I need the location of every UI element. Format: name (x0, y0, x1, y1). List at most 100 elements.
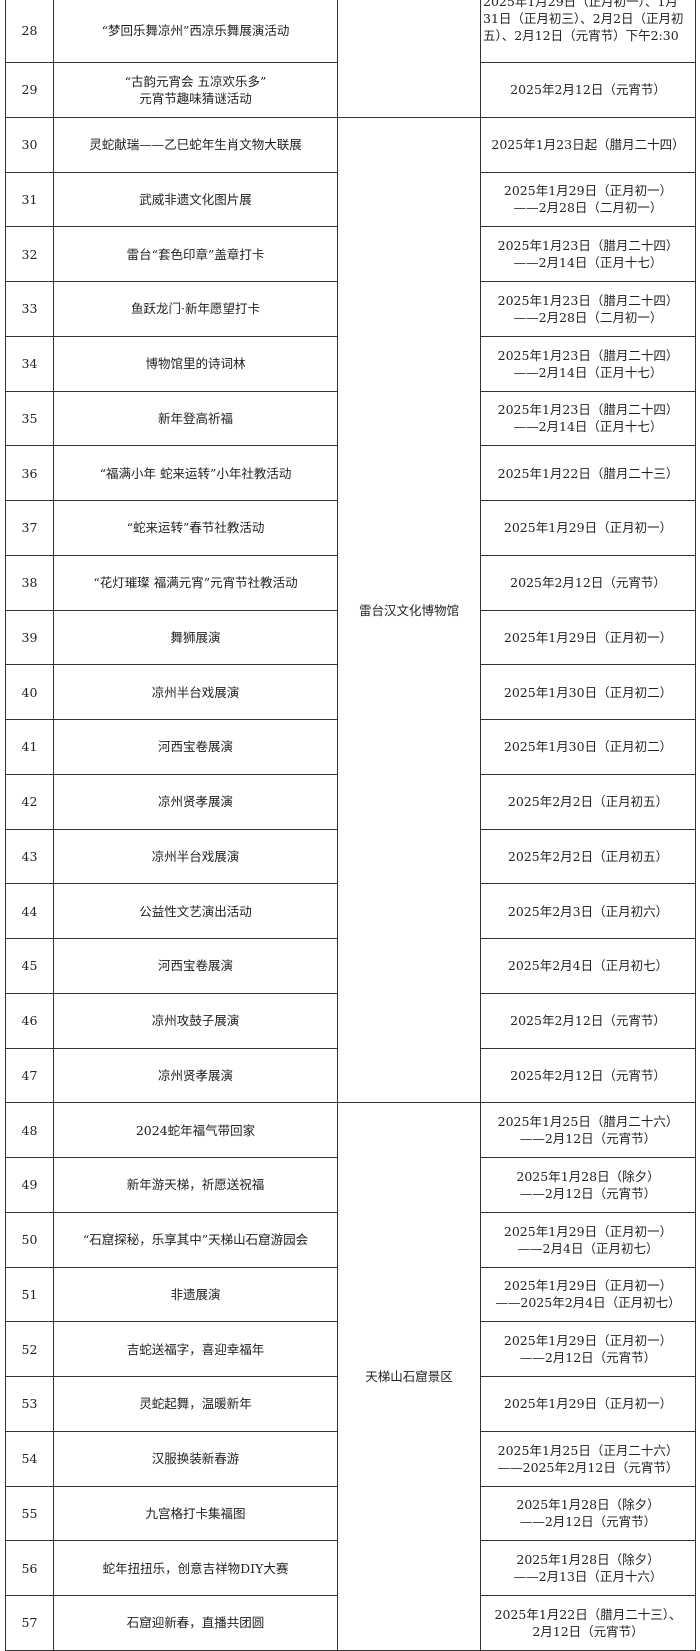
activity-date: 2025年1月30日（正月初二） (480, 664, 696, 720)
table-row: 33 鱼跃龙门·新年愿望打卡 2025年1月23日（腊月二十四） ——2月28日（二… (5, 281, 696, 337)
activity-date: 2025年1月28日（除夕） ——2月12日（元宵节） (480, 1157, 696, 1213)
table-row: 53 灵蛇起舞，温暖新年 2025年1月29日（正月初一） (5, 1376, 696, 1432)
table-row: 50 “石窟探秘，乐享其中”天梯山石窟游园会 2025年1月29日（正月初一） ——… (5, 1211, 696, 1268)
row-number: 45 (5, 938, 54, 994)
table-row: 43 凉州半台戏展演 2025年2月2日（正月初五） (5, 828, 696, 885)
activity-name: 河西宝卷展演 (53, 719, 338, 775)
activity-date: 2025年1月30日（正月初二） (480, 719, 696, 775)
table-row: 35 新年登高祈福 2025年1月23日（腊月二十四） ——2月14日（正月十七） (5, 390, 696, 447)
date-text: 2025年1月29日（正月初一）、1月31日（正月初三）、2月2日（正月初五）、… (483, 0, 684, 43)
activity-name: 凉州贤孝展演 (53, 1047, 338, 1104)
table-row: 56 蛇年扭扭乐，创意吉祥物DIY大赛 2025年1月28日（除夕） ——2月13日… (5, 1540, 696, 1596)
table-row: 41 河西宝卷展演 2025年1月30日（正月初二） (5, 719, 696, 775)
activity-date: 2025年1月25日（正月二十六） ——2025年2月12日（元宵节） (480, 1430, 696, 1487)
activity-name: 吉蛇送福字，喜迎幸福年 (53, 1321, 338, 1377)
table-row: 30 灵蛇献瑞——乙巳蛇年生肖文物大联展 雷台汉文化博物馆 2025年1月23日起（腊… (5, 116, 696, 1104)
row-number: 53 (5, 1376, 54, 1432)
activity-name: 博物馆里的诗词林 (53, 335, 338, 392)
activity-date: 2025年2月12日（元宵节） (480, 992, 696, 1049)
activity-name: 灵蛇献瑞——乙巳蛇年生肖文物大联展 (53, 116, 338, 173)
row-number: 38 (5, 554, 54, 611)
table-row: 37 “蛇来运转”春节社教活动 2025年1月29日（正月初一） (5, 500, 696, 556)
table-row: 55 九宫格打卡集福图 2025年1月28日（除夕） ——2月12日（元宵节） (5, 1485, 696, 1542)
activity-name: 凉州半台戏展演 (53, 828, 338, 885)
row-number: 40 (5, 664, 54, 720)
activity-table: 28 “梦回乐舞凉州”西凉乐舞展演活动 2025年1月29日（正月初一）、1月31日… (5, 0, 696, 1651)
table-row: 38 “花灯璀璨 福满元宵”元宵节社教活动 2025年2月12日（元宵节） (5, 554, 696, 611)
activity-date: 2025年1月23日（腊月二十四） ——2月14日（正月十七） (480, 390, 696, 447)
row-number: 32 (5, 226, 54, 282)
activity-name: 新年游天梯，祈愿送祝福 (53, 1157, 338, 1213)
row-number: 31 (5, 171, 54, 228)
activity-name: 鱼跃龙门·新年愿望打卡 (53, 281, 338, 337)
activity-name: 舞狮展演 (53, 609, 338, 666)
activity-name: 非遗展演 (53, 1266, 338, 1323)
activity-date: 2025年1月29日（正月初一） ——2月28日（二月初一） (480, 171, 696, 228)
activity-date: 2025年1月29日（正月初一） (480, 609, 696, 666)
activity-date: 2025年1月29日（正月初一） (480, 1376, 696, 1432)
activity-date: 2025年1月29日（正月初一） ——2月12日（元宵节） (480, 1321, 696, 1377)
row-number: 56 (5, 1540, 54, 1596)
row-number: 41 (5, 719, 54, 775)
table-row: 40 凉州半台戏展演 2025年1月30日（正月初二） (5, 664, 696, 720)
table-row: 34 博物馆里的诗词林 2025年1月23日（腊月二十四） ——2月14日（正月十七… (5, 335, 696, 392)
activity-date: 2025年1月22日（腊月二十三）、 2月12日（元宵节） (480, 1595, 696, 1651)
activity-date: 2025年1月23日（腊月二十四） ——2月14日（正月十七） (480, 335, 696, 392)
table-row: 54 汉服换装新春游 2025年1月25日（正月二十六） ——2025年2月12日（… (5, 1430, 696, 1487)
table-row: 32 雷台“套色印章”盖章打卡 2025年1月23日（腊月二十四） ——2月14日（… (5, 226, 696, 282)
activity-name: 雷台“套色印章”盖章打卡 (53, 226, 338, 282)
row-number: 52 (5, 1321, 54, 1377)
activity-date: 2025年1月29日（正月初一） ——2025年2月4日（正月初七） (480, 1266, 696, 1323)
activity-name: 石窟迎新春，直播共团圆 (53, 1595, 338, 1651)
venue (337, 0, 481, 118)
activity-name: “石窟探秘，乐享其中”天梯山石窟游园会 (53, 1211, 338, 1268)
activity-name: 公益性文艺演出活动 (53, 883, 338, 939)
row-number: 46 (5, 992, 54, 1049)
activity-date: 2025年2月4日（正月初七） (480, 938, 696, 994)
activity-date: 2025年1月22日（腊月二十三） (480, 445, 696, 501)
row-number: 39 (5, 609, 54, 666)
table-row: 42 凉州贤孝展演 2025年2月2日（正月初五） (5, 773, 696, 830)
activity-name: 灵蛇起舞，温暖新年 (53, 1376, 338, 1432)
row-number: 51 (5, 1266, 54, 1323)
activity-date: 2025年1月29日（正月初一） ——2月4日（正月初七） (480, 1211, 696, 1268)
activity-date: 2025年2月12日（元宵节） (480, 62, 696, 118)
activity-name: 汉服换装新春游 (53, 1430, 338, 1487)
row-number: 49 (5, 1157, 54, 1213)
activity-name: 九宫格打卡集福图 (53, 1485, 338, 1542)
table-row: 28 “梦回乐舞凉州”西凉乐舞展演活动 2025年1月29日（正月初一）、1月31日… (5, 0, 696, 118)
activity-date: 2025年1月23日（腊月二十四） ——2月14日（正月十七） (480, 226, 696, 282)
venue: 雷台汉文化博物馆 (337, 116, 481, 1104)
row-number: 48 (5, 1102, 54, 1158)
table-row: 48 2024蛇年福气带回家 天梯山石窟景区 2025年1月25日（腊月二十六） ——… (5, 1102, 696, 1651)
table-row: 51 非遗展演 2025年1月29日（正月初一） ——2025年2月4日（正月初七） (5, 1266, 696, 1323)
activity-date: 2025年2月2日（正月初五） (480, 828, 696, 885)
activity-date: 2025年1月29日（正月初一） (480, 500, 696, 556)
activity-name: 凉州攻鼓子展演 (53, 992, 338, 1049)
row-number: 33 (5, 281, 54, 337)
activity-name: 武威非遗文化图片展 (53, 171, 338, 228)
activity-name: “福满小年 蛇来运转”小年社教活动 (53, 445, 338, 501)
row-number: 36 (5, 445, 54, 501)
row-number: 29 (5, 62, 54, 118)
row-number: 55 (5, 1485, 54, 1542)
activity-name: “蛇来运转”春节社教活动 (53, 500, 338, 556)
activity-date: 2025年1月23日起（腊月二十四） (480, 116, 696, 173)
table-row: 36 “福满小年 蛇来运转”小年社教活动 2025年1月22日（腊月二十三） (5, 445, 696, 501)
row-number: 28 (5, 0, 54, 63)
activity-name: 蛇年扭扭乐，创意吉祥物DIY大赛 (53, 1540, 338, 1596)
row-number: 44 (5, 883, 54, 939)
table-row: 47 凉州贤孝展演 2025年2月12日（元宵节） (5, 1047, 696, 1104)
row-number: 54 (5, 1430, 54, 1487)
table-row: 31 武威非遗文化图片展 2025年1月29日（正月初一） ——2月28日（二月初一… (5, 171, 696, 228)
activity-name: 2024蛇年福气带回家 (53, 1102, 338, 1158)
row-number: 30 (5, 116, 54, 173)
activity-name: “古韵元宵会 五凉欢乐多” 元宵节趣味猜谜活动 (53, 62, 338, 118)
activity-name: 凉州贤孝展演 (53, 773, 338, 830)
activity-date: 2025年1月25日（腊月二十六） ——2月12日（元宵节） (480, 1102, 696, 1158)
row-number: 43 (5, 828, 54, 885)
table-row: 52 吉蛇送福字，喜迎幸福年 2025年1月29日（正月初一） ——2月12日（元宵… (5, 1321, 696, 1377)
activity-date: 2025年2月12日（元宵节） (480, 554, 696, 611)
activity-name: “梦回乐舞凉州”西凉乐舞展演活动 (53, 0, 338, 63)
